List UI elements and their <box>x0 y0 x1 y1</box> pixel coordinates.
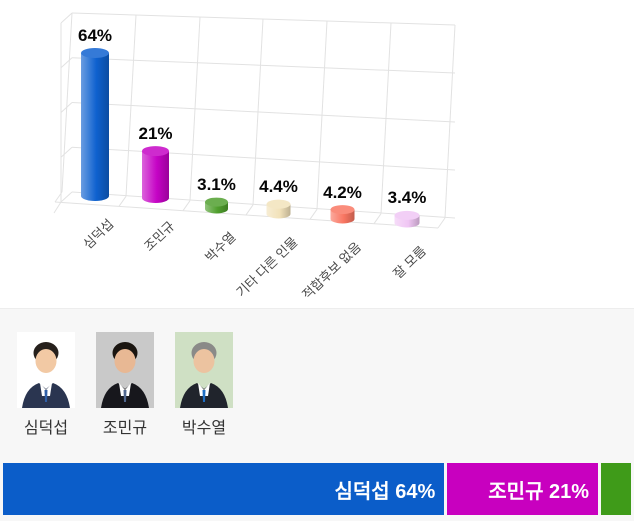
result-bar: 심덕섭 64% 조민규 21% <box>3 463 631 515</box>
candidate-photo-placeholder <box>96 332 154 408</box>
candidate-name: 조민규 <box>102 420 148 437</box>
bar-value-label: 3.1% <box>197 175 236 195</box>
bar-cylinder <box>394 210 420 228</box>
cylinder-top <box>394 210 420 220</box>
cylinder-top <box>330 205 355 215</box>
candidate-card <box>175 332 233 408</box>
bar-cylinder <box>205 197 228 214</box>
result-bar-label: 조민규 21% <box>488 480 590 503</box>
bar-cylinder <box>266 199 291 219</box>
result-bar-segment: 심덕섭 64% <box>3 463 445 515</box>
bar-cylinder <box>330 205 355 224</box>
bar-value-label: 64% <box>77 26 113 46</box>
bar-value-label: 3.4% <box>387 188 427 208</box>
result-bar-segment <box>601 463 631 515</box>
bar-cylinder <box>142 146 169 203</box>
bar-series <box>81 48 420 228</box>
bar-cylinder <box>81 48 109 201</box>
bar-value-label: 4.2% <box>323 182 362 202</box>
chart-canvas <box>53 12 456 229</box>
candidate-name: 심덕섭 <box>23 420 69 437</box>
poll-chart-3d: 64% 21% 3.1% 4.4% 4.2% 3.4% 심덕섭 조민규 박수열 기타 다른 인물… <box>53 12 456 302</box>
candidate-card <box>96 332 154 408</box>
cylinder-top <box>81 48 109 59</box>
candidate-name: 박수열 <box>181 420 227 437</box>
result-bar-segment: 조민규 21% <box>447 463 599 515</box>
candidate-card <box>17 332 75 408</box>
bar-value-label: 21% <box>138 124 173 144</box>
cylinder-top <box>142 146 169 157</box>
result-bar-label: 심덕섭 64% <box>334 480 436 503</box>
chart-grid <box>53 12 456 229</box>
cylinder-top <box>205 197 228 207</box>
candidate-photo-placeholder <box>17 332 75 408</box>
candidate-photo-placeholder <box>175 332 233 408</box>
bar-value-label: 4.4% <box>259 177 298 197</box>
cylinder-top <box>266 199 291 209</box>
